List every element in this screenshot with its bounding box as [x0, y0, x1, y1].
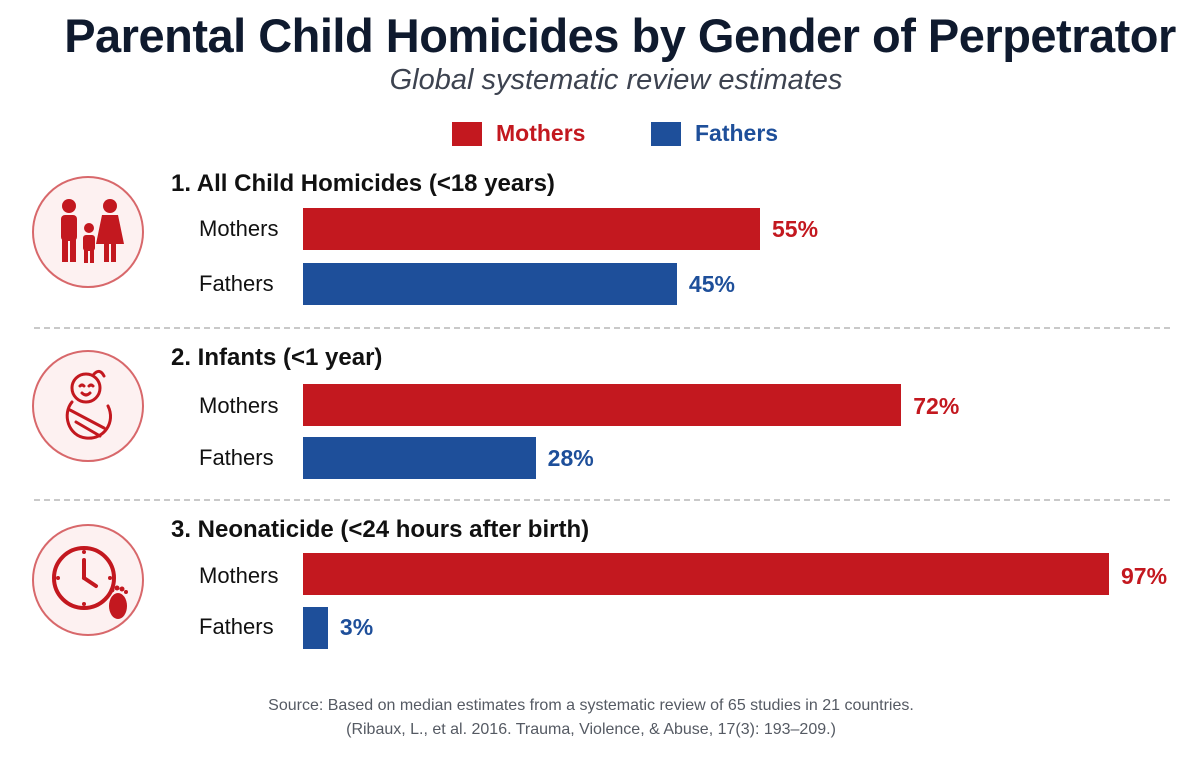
section-title-neonaticide: 3. Neonaticide (<24 hours after birth): [171, 516, 590, 543]
bar-label-mothers-all: Mothers: [199, 216, 279, 241]
bar-label-mothers-infants: Mothers: [199, 393, 279, 418]
bar-label-fathers-neonaticide: Fathers: [199, 614, 274, 639]
bar-fathers-neonaticide: [303, 607, 328, 649]
bar-value-fathers-neonaticide: 3%: [339, 614, 374, 640]
bar-value-mothers-all: 55%: [772, 216, 819, 242]
legend-item-fathers: Fathers: [651, 120, 778, 147]
bar-label-fathers-infants: Fathers: [199, 445, 274, 470]
bar-mothers-neonaticide: [303, 553, 1109, 595]
section-title-infants: 2. Infants (<1 year): [171, 344, 383, 371]
bar-value-fathers-infants: 28%: [547, 445, 594, 471]
legend-swatch-mothers: [452, 121, 482, 146]
legend-swatch-fathers: [651, 121, 681, 146]
section-divider: [34, 499, 1170, 501]
bar-fathers-infants: [303, 437, 536, 479]
bar-value-mothers-neonaticide: 97%: [1121, 563, 1168, 589]
source-citation: (Ribaux, L., et al. 2016. Trauma, Violen…: [346, 721, 836, 738]
family-icon: [32, 176, 144, 288]
section-title-all-child-homicides: 1. All Child Homicides (<18 years): [171, 170, 555, 197]
bar-fathers-all: [303, 263, 677, 305]
bar-label-mothers-neonaticide: Mothers: [199, 563, 279, 588]
legend-label-fathers: Fathers: [695, 120, 779, 146]
section-divider: [34, 327, 1170, 329]
chart-title: Parental Child Homicides by Gender of Pe…: [64, 9, 1176, 62]
bar-value-mothers-infants: 72%: [913, 393, 960, 419]
clock-footprint-icon: [32, 524, 144, 636]
bar-mothers-all: [303, 208, 760, 250]
swaddled-infant-icon: [32, 350, 144, 462]
source-note: Source: Based on median estimates from a…: [268, 697, 914, 714]
legend-item-mothers: Mothers: [452, 120, 585, 147]
legend-label-mothers: Mothers: [496, 120, 586, 146]
bar-label-fathers-all: Fathers: [199, 271, 274, 296]
chart-subtitle: Global systematic review estimates: [389, 64, 843, 96]
bar-value-fathers-all: 45%: [688, 271, 735, 297]
bar-mothers-infants: [303, 384, 902, 426]
